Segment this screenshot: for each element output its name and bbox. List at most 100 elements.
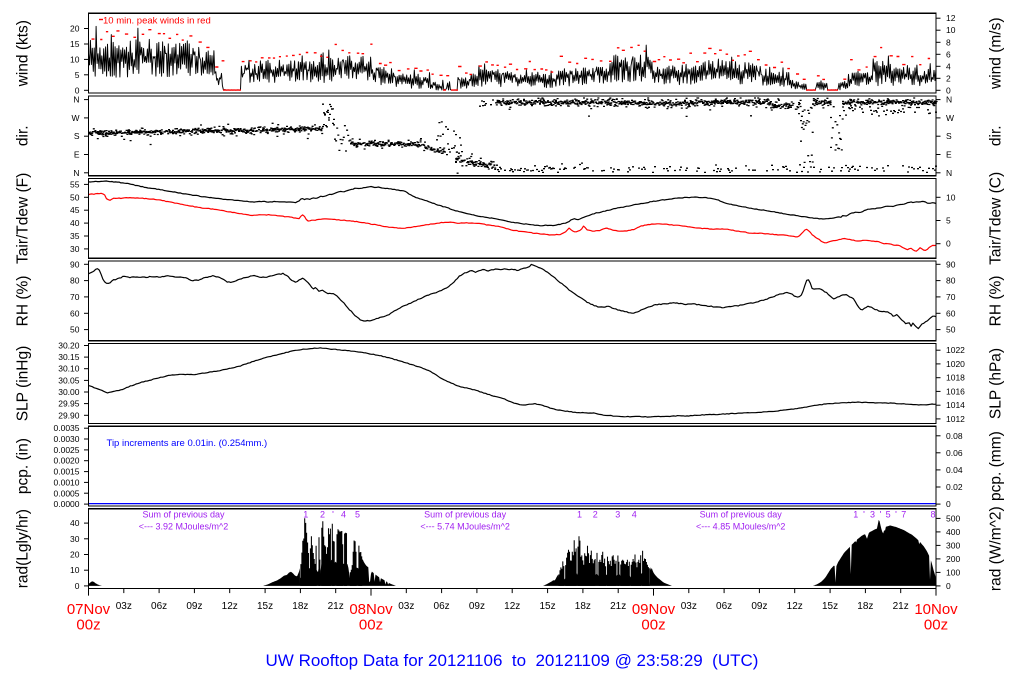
svg-text:29.95: 29.95 — [58, 399, 80, 409]
svg-text:45: 45 — [70, 205, 80, 215]
svg-text:18z: 18z — [575, 601, 591, 612]
svg-text:12z: 12z — [504, 601, 520, 612]
svg-text:0.0000: 0.0000 — [54, 499, 80, 509]
svg-text:20: 20 — [70, 24, 80, 34]
svg-text:wind (m/s): wind (m/s) — [988, 17, 1005, 89]
svg-text:29.90: 29.90 — [58, 410, 80, 420]
svg-text:10 min. peak winds in red: 10 min. peak winds in red — [103, 16, 211, 27]
svg-text:10: 10 — [70, 565, 80, 575]
svg-text:7: 7 — [901, 510, 906, 520]
svg-text:1: 1 — [303, 510, 308, 520]
svg-text:60: 60 — [946, 308, 956, 318]
svg-text:18z: 18z — [292, 601, 308, 612]
svg-text:500: 500 — [946, 513, 960, 523]
svg-text:': ' — [863, 510, 865, 520]
svg-text:50: 50 — [946, 325, 956, 335]
svg-text:09z: 09z — [751, 601, 767, 612]
svg-text:E: E — [946, 150, 952, 160]
svg-text:1018: 1018 — [946, 373, 965, 383]
svg-text:<--- 5.74 MJoules/m^2: <--- 5.74 MJoules/m^2 — [420, 522, 510, 532]
svg-text:W: W — [71, 113, 79, 123]
svg-text:09Nov: 09Nov — [632, 601, 676, 618]
svg-text:30.00: 30.00 — [58, 387, 80, 397]
svg-text:SLP (hPa): SLP (hPa) — [988, 348, 1005, 419]
svg-text:60: 60 — [70, 308, 80, 318]
svg-text:1016: 1016 — [946, 386, 965, 396]
svg-text:0.02: 0.02 — [946, 482, 963, 492]
svg-text:RH (%): RH (%) — [988, 276, 1005, 327]
svg-text:50: 50 — [70, 325, 80, 335]
svg-text:': ' — [880, 510, 882, 520]
svg-text:Tip increments are 0.01in. (0.: Tip increments are 0.01in. (0.254mm.) — [107, 438, 268, 449]
svg-text:5: 5 — [886, 510, 891, 520]
svg-text:10: 10 — [946, 192, 956, 202]
svg-text:UW Rooftop Data for 20121106: UW Rooftop Data for 20121106 to 20121109… — [266, 651, 759, 670]
svg-text:0: 0 — [75, 581, 80, 591]
svg-text:12: 12 — [946, 13, 956, 23]
svg-text:10: 10 — [946, 25, 956, 35]
svg-text:07Nov: 07Nov — [67, 601, 111, 618]
svg-text:0: 0 — [946, 239, 951, 249]
svg-text:4: 4 — [632, 510, 637, 520]
svg-text:5: 5 — [355, 510, 360, 520]
svg-text:0.06: 0.06 — [946, 448, 963, 458]
svg-text:70: 70 — [70, 292, 80, 302]
svg-text:09z: 09z — [469, 601, 485, 612]
svg-text:100: 100 — [946, 567, 960, 577]
svg-text:40: 40 — [70, 218, 80, 228]
svg-text:30.05: 30.05 — [58, 375, 80, 385]
svg-text:1014: 1014 — [946, 400, 965, 410]
svg-text:N: N — [946, 95, 952, 105]
svg-text:09z: 09z — [186, 601, 202, 612]
svg-text:80: 80 — [946, 276, 956, 286]
svg-text:N: N — [73, 168, 79, 178]
svg-text:00z: 00z — [76, 617, 100, 634]
svg-text:4: 4 — [946, 61, 951, 71]
svg-text:12z: 12z — [222, 601, 238, 612]
svg-text:2: 2 — [320, 510, 325, 520]
svg-text:90: 90 — [946, 259, 956, 269]
svg-text:rad (W/m^2): rad (W/m^2) — [988, 506, 1005, 591]
svg-text:rad(Lgly/hr): rad(Lgly/hr) — [15, 509, 32, 588]
svg-text:0.0030: 0.0030 — [54, 434, 80, 444]
svg-text:08Nov: 08Nov — [349, 601, 393, 618]
svg-text:0.0005: 0.0005 — [54, 488, 80, 498]
svg-text:30.15: 30.15 — [58, 352, 80, 362]
svg-text:dir.: dir. — [988, 125, 1005, 146]
svg-text:Sum of previous day: Sum of previous day — [142, 510, 225, 520]
svg-text:300: 300 — [946, 540, 960, 550]
svg-text:5: 5 — [946, 215, 951, 225]
svg-text:Sum of previous day: Sum of previous day — [424, 510, 507, 520]
svg-text:70: 70 — [946, 292, 956, 302]
svg-text:8: 8 — [946, 37, 951, 47]
svg-text:03z: 03z — [681, 601, 697, 612]
svg-text:35: 35 — [70, 231, 80, 241]
svg-text:pcp. (in): pcp. (in) — [15, 438, 32, 494]
svg-text:S: S — [946, 131, 952, 141]
svg-text:10: 10 — [70, 54, 80, 64]
svg-text:0: 0 — [946, 85, 951, 95]
svg-text:21z: 21z — [328, 601, 344, 612]
svg-text:0.04: 0.04 — [946, 465, 963, 475]
svg-text:1: 1 — [577, 510, 582, 520]
svg-text:<--- 3.92 MJoules/m^2: <--- 3.92 MJoules/m^2 — [139, 522, 229, 532]
svg-text:55: 55 — [70, 179, 80, 189]
svg-text:pcp. (mm): pcp. (mm) — [988, 431, 1005, 501]
svg-text:': ' — [895, 510, 897, 520]
svg-text:0.0010: 0.0010 — [54, 477, 80, 487]
svg-text:8: 8 — [930, 510, 935, 520]
svg-text:0.0025: 0.0025 — [54, 445, 80, 455]
svg-text:1022: 1022 — [946, 345, 965, 355]
svg-text:03z: 03z — [116, 601, 132, 612]
svg-text:400: 400 — [946, 527, 960, 537]
svg-text:Tair/Tdew (C): Tair/Tdew (C) — [988, 172, 1005, 265]
svg-text:N: N — [946, 168, 952, 178]
svg-text:3: 3 — [615, 510, 620, 520]
svg-text:200: 200 — [946, 554, 960, 564]
svg-text:06z: 06z — [151, 601, 167, 612]
svg-text:06z: 06z — [434, 601, 450, 612]
svg-text:15z: 15z — [822, 601, 838, 612]
svg-text:wind (kts): wind (kts) — [15, 20, 32, 87]
svg-text:12z: 12z — [787, 601, 803, 612]
svg-text:30.20: 30.20 — [58, 340, 80, 350]
